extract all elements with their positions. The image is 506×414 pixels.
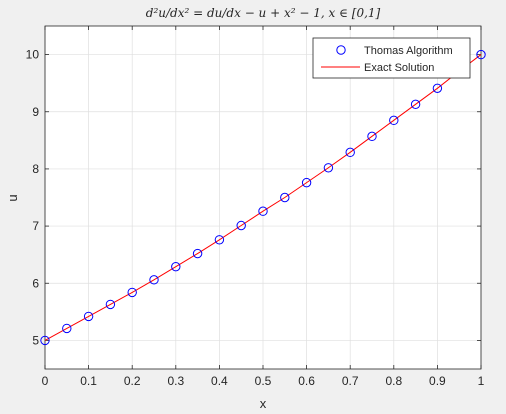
legend: Thomas Algorithm Exact Solution (312, 37, 471, 79)
chart-title: d²u/dx² = du/dx − u + x² − 1, x ∈ [0,1] (146, 6, 381, 20)
data-point-thomas-algorithm (280, 192, 290, 203)
x-tick-label: 0.4 (211, 374, 228, 388)
data-point-thomas-algorithm (258, 206, 268, 216)
x-tick-label: 1 (478, 374, 485, 388)
data-point-thomas-algorithm (192, 248, 203, 259)
data-point-thomas-algorithm (301, 177, 312, 188)
data-point-thomas-algorithm (62, 323, 72, 334)
y-tick-label: 7 (32, 219, 39, 233)
x-tick-labels: 0 0.1 0.2 0.3 0.4 0.5 0.6 0.7 0.8 0.9 1 (42, 374, 485, 388)
y-tick-label: 9 (32, 105, 39, 119)
data-point-thomas-algorithm (432, 83, 443, 94)
series-layer (40, 49, 486, 346)
legend-label-thomas-algorithm: Thomas Algorithm (364, 45, 453, 57)
y-axis-label: u (5, 194, 20, 201)
x-tick-label: 0.1 (80, 374, 97, 388)
x-tick-label: 0.3 (167, 374, 184, 388)
data-point-thomas-algorithm (214, 235, 225, 245)
y-tick-label: 6 (32, 276, 39, 290)
data-point-thomas-algorithm (323, 163, 334, 173)
data-point-thomas-algorithm (83, 311, 94, 322)
y-tick-label: 5 (32, 333, 39, 347)
data-point-thomas-algorithm (367, 131, 377, 142)
y-tick-label: 8 (32, 162, 39, 176)
data-point-thomas-algorithm (105, 299, 116, 310)
x-axis-label: x (260, 396, 267, 411)
x-tick-label: 0.2 (124, 374, 141, 388)
y-tick-labels: 5 6 7 8 9 10 (26, 48, 40, 348)
legend-box (312, 37, 471, 79)
x-tick-label: 0 (42, 374, 49, 388)
tick-marks (44, 26, 482, 369)
legend-marker-thomas-algorithm (336, 45, 346, 55)
data-point-thomas-algorithm (40, 335, 50, 346)
y-tick-label: 10 (26, 48, 40, 62)
data-point-thomas-algorithm (236, 220, 246, 231)
data-point-thomas-algorithm (149, 275, 159, 285)
x-tick-label: 0.6 (298, 374, 315, 388)
data-point-thomas-algorithm (476, 49, 486, 60)
x-tick-label: 0.8 (385, 374, 402, 388)
x-tick-label: 0.7 (342, 374, 359, 388)
x-tick-label: 0.5 (255, 374, 272, 388)
data-point-thomas-algorithm (127, 287, 137, 298)
data-point-thomas-algorithm (410, 99, 421, 110)
legend-label-exact-solution: Exact Solution (364, 62, 434, 74)
data-point-thomas-algorithm (389, 115, 399, 126)
series-line-exact-solution (44, 54, 482, 341)
x-tick-label: 0.9 (429, 374, 446, 388)
data-point-thomas-algorithm (345, 147, 355, 158)
data-point-thomas-algorithm (171, 261, 181, 272)
